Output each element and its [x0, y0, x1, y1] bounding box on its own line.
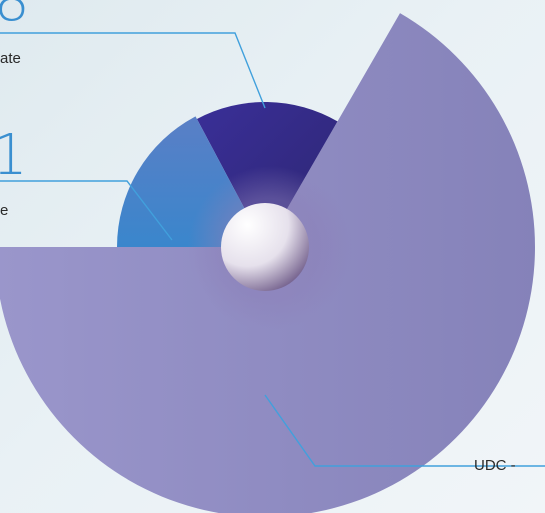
callout-ate-number: 8: [0, 0, 30, 34]
callout-ate-label: ate: [0, 50, 21, 67]
leader-line-udc: [264, 394, 545, 467]
center-hub: [188, 166, 352, 330]
callout-udc-label: UDC -: [474, 457, 516, 474]
leader-line-e: [0, 180, 173, 241]
callout-e-label: e: [0, 202, 9, 219]
callout-e-number: 1: [0, 123, 28, 188]
leader-line-ate: [0, 32, 266, 109]
